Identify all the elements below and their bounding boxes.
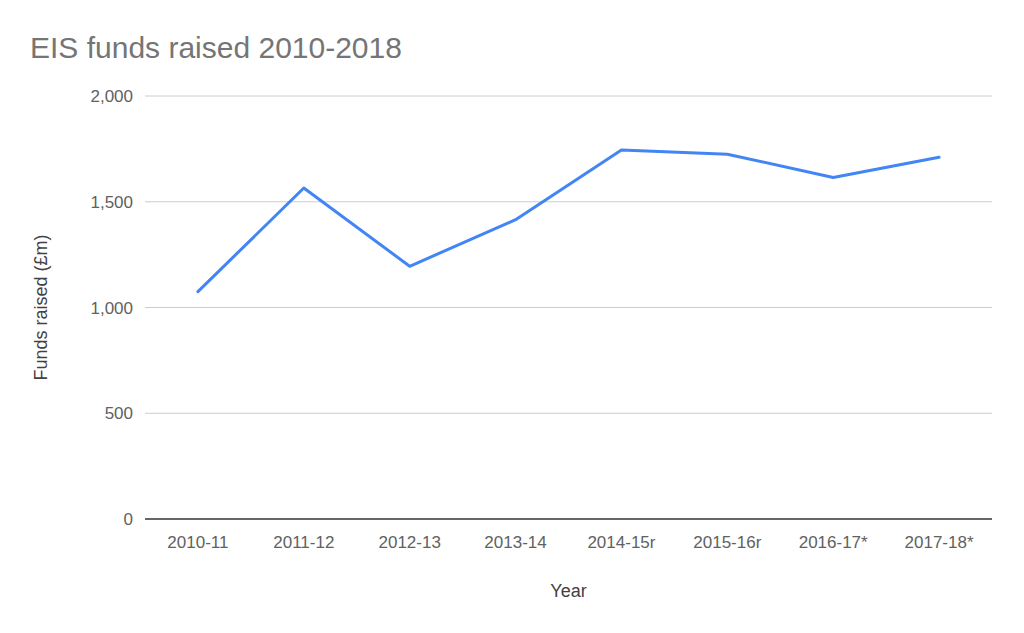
x-tick-label: 2014-15r bbox=[587, 533, 655, 552]
x-tick-label: 2015-16r bbox=[693, 533, 761, 552]
y-tick-label: 1,500 bbox=[90, 193, 133, 212]
grid-line bbox=[145, 413, 992, 414]
title: EIS funds raised 2010-2018 bbox=[30, 31, 402, 64]
plot-area bbox=[198, 150, 939, 292]
y-tick-label: 0 bbox=[124, 510, 133, 529]
x-tick-label: 2017-18* bbox=[905, 533, 974, 552]
grid-line bbox=[145, 96, 992, 97]
y-tick-label: 1,000 bbox=[90, 299, 133, 318]
x-tick-label: 2012-13 bbox=[378, 533, 440, 552]
data-line bbox=[198, 150, 939, 292]
background bbox=[0, 0, 1024, 633]
grid-line bbox=[145, 307, 992, 308]
grid-line bbox=[145, 201, 992, 202]
x-axis-label: Year bbox=[550, 581, 586, 601]
chart-container: EIS funds raised 2010-2018 0 500 1,000 1,500… bbox=[0, 0, 1024, 633]
chart-svg: EIS funds raised 2010-2018 0 500 1,000 1,500… bbox=[0, 0, 1024, 633]
x-tick-label: 2011-12 bbox=[273, 533, 334, 552]
x-tick-label: 2016-17* bbox=[799, 533, 868, 552]
y-tick-label: 500 bbox=[105, 404, 133, 423]
x-tick-label: 2010-11 bbox=[167, 533, 228, 552]
axis-baseline bbox=[145, 518, 992, 520]
y-tick-label: 2,000 bbox=[90, 87, 133, 106]
y-axis-label: Funds raised (£m) bbox=[31, 234, 51, 380]
x-tick-label: 2013-14 bbox=[484, 533, 546, 552]
